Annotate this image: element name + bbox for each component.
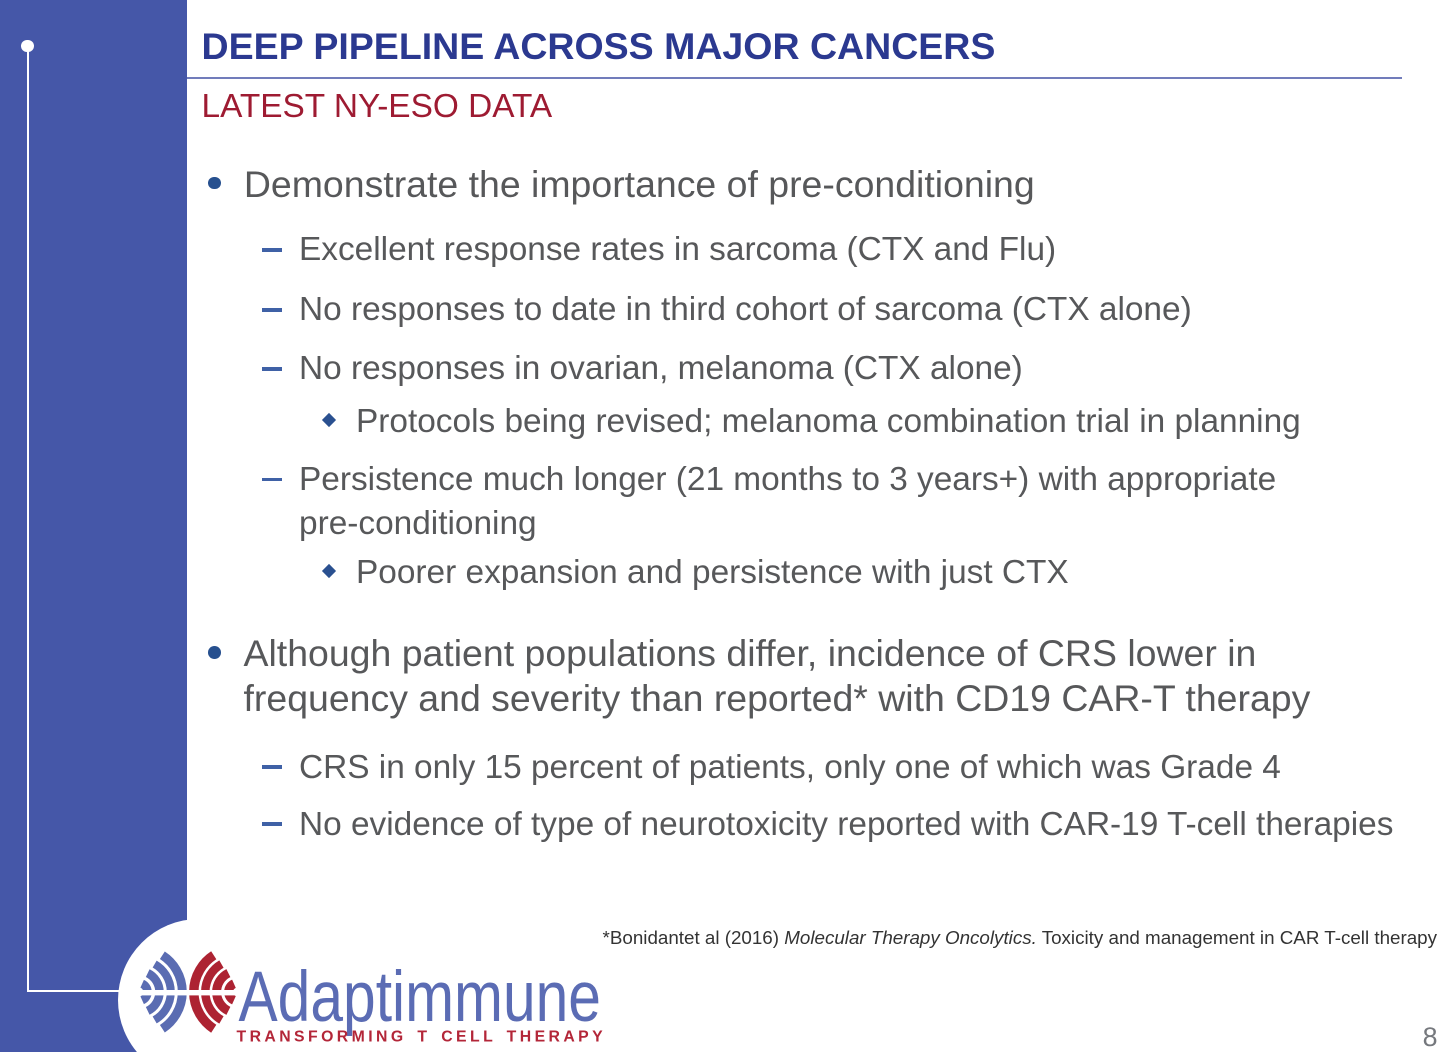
svg-text:TRANSFORMING T CELL THERAPY: TRANSFORMING T CELL THERAPY	[237, 1029, 607, 1046]
svg-text:Adaptimmune: Adaptimmune	[239, 957, 601, 1037]
